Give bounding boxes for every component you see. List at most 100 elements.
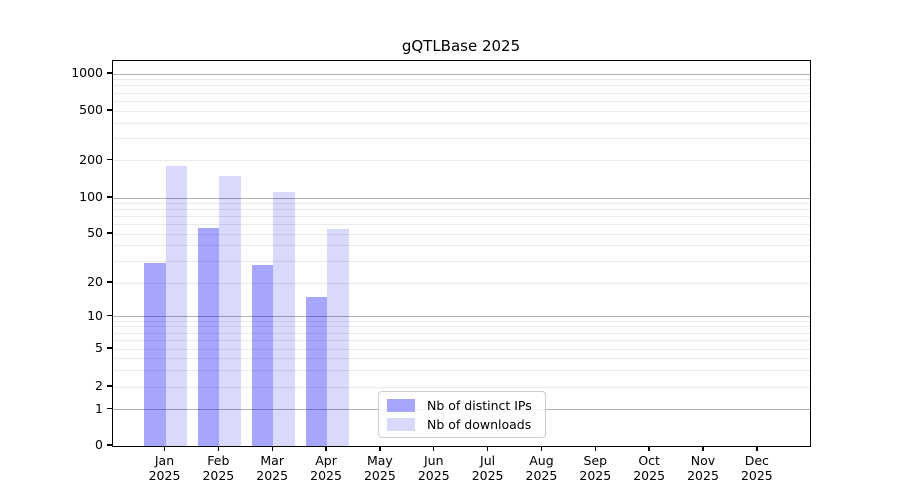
y-gridline-minor bbox=[113, 138, 810, 140]
bar-distinct-ips-mar bbox=[251, 265, 274, 446]
y-tick-label: 2 bbox=[95, 378, 103, 393]
y-tick-label: 5 bbox=[95, 340, 103, 355]
y-tick-label: 500 bbox=[79, 102, 103, 117]
y-tick bbox=[107, 385, 112, 387]
bar-downloads-apr bbox=[327, 229, 349, 446]
x-tick-year: 2025 bbox=[202, 468, 235, 483]
y-gridline-minor bbox=[113, 369, 810, 371]
x-tick-year: 2025 bbox=[148, 468, 181, 483]
x-tick bbox=[594, 446, 596, 452]
y-gridline-minor bbox=[113, 260, 810, 262]
x-tick bbox=[325, 446, 327, 452]
y-tick bbox=[107, 158, 112, 161]
legend-item-distinct-ips: Nb of distinct IPs bbox=[387, 397, 537, 413]
x-tick-month: Jun bbox=[423, 453, 444, 468]
y-gridline-major bbox=[113, 316, 810, 317]
y-gridline-minor bbox=[113, 92, 810, 94]
legend-item-downloads: Nb of downloads bbox=[387, 416, 537, 432]
x-tick-year: 2025 bbox=[687, 468, 719, 483]
x-tick-month: Feb bbox=[207, 453, 230, 468]
x-tick-label: May 2025 bbox=[350, 453, 410, 483]
x-tick bbox=[433, 446, 435, 452]
legend-swatch-downloads bbox=[387, 417, 415, 431]
y-tick-label: 1 bbox=[95, 400, 103, 416]
x-tick-label: Oct 2025 bbox=[619, 453, 679, 483]
x-tick-year: 2025 bbox=[363, 468, 396, 483]
x-tick-month: Dec bbox=[744, 453, 769, 468]
x-tick-label: Feb 2025 bbox=[188, 453, 248, 483]
y-tick-label: 0 bbox=[95, 437, 103, 452]
y-tick bbox=[107, 281, 112, 283]
y-gridline-minor bbox=[113, 386, 810, 388]
y-gridline-minor bbox=[113, 216, 810, 218]
x-tick-label: Apr 2025 bbox=[296, 453, 356, 483]
y-tick bbox=[107, 109, 112, 111]
y-tick-label: 1000 bbox=[71, 65, 103, 80]
x-tick bbox=[756, 446, 758, 452]
x-tick-month: Nov bbox=[690, 453, 716, 468]
x-tick bbox=[163, 446, 166, 452]
x-tick-month: May bbox=[366, 453, 393, 468]
y-gridline-minor bbox=[113, 320, 810, 322]
y-tick-label: 200 bbox=[79, 151, 103, 167]
y-tick bbox=[107, 407, 112, 410]
x-tick bbox=[702, 446, 704, 452]
y-gridline-minor bbox=[113, 202, 810, 204]
y-tick bbox=[107, 232, 112, 234]
y-gridline-minor bbox=[113, 110, 810, 112]
x-tick-year: 2025 bbox=[525, 468, 558, 483]
y-gridline-minor bbox=[113, 85, 810, 87]
bar-downloads-feb bbox=[219, 176, 241, 446]
y-gridline-minor bbox=[113, 332, 810, 334]
x-tick-month: Sep bbox=[583, 453, 608, 468]
x-tick-label: Dec 2025 bbox=[727, 453, 787, 483]
legend-swatch-distinct-ips bbox=[387, 398, 415, 412]
x-tick-label: Mar 2025 bbox=[242, 453, 302, 483]
x-tick-year: 2025 bbox=[579, 468, 612, 483]
y-gridline-minor bbox=[113, 209, 810, 211]
bar-distinct-ips-apr bbox=[305, 296, 328, 446]
x-tick-year: 2025 bbox=[256, 468, 289, 483]
chart-title: gQTLBase 2025 bbox=[401, 37, 521, 55]
x-tick-label: Jun 2025 bbox=[404, 453, 464, 483]
bar-distinct-ips-feb bbox=[197, 228, 220, 446]
bar-distinct-ips-jan bbox=[144, 263, 166, 446]
x-tick-year: 2025 bbox=[633, 468, 666, 483]
legend-label-distinct-ips: Nb of distinct IPs bbox=[427, 397, 532, 413]
x-tick-month: Aug bbox=[529, 453, 554, 468]
y-tick-label: 50 bbox=[87, 225, 103, 240]
x-tick-month: Oct bbox=[638, 453, 660, 468]
y-tick bbox=[107, 347, 112, 349]
x-tick-month: Mar bbox=[260, 453, 284, 468]
y-gridline-minor bbox=[113, 326, 810, 328]
x-tick-year: 2025 bbox=[310, 468, 342, 483]
x-tick-label: Jan 2025 bbox=[135, 453, 195, 483]
x-tick bbox=[379, 446, 381, 452]
x-tick-label: Aug 2025 bbox=[511, 453, 571, 483]
x-tick bbox=[217, 446, 220, 452]
x-tick-month: Jan bbox=[154, 453, 175, 468]
x-tick-month: Apr bbox=[315, 453, 337, 468]
x-tick-label: Nov 2025 bbox=[673, 453, 733, 483]
y-tick bbox=[107, 196, 112, 198]
y-tick-label: 10 bbox=[87, 307, 103, 323]
y-gridline-minor bbox=[113, 160, 810, 161]
x-tick-year: 2025 bbox=[471, 468, 504, 483]
legend: Nb of distinct IPs Nb of downloads bbox=[378, 391, 546, 438]
bar-downloads-jan bbox=[165, 165, 187, 446]
y-gridline-minor bbox=[113, 122, 810, 124]
x-tick-label: Jul 2025 bbox=[458, 453, 518, 483]
y-gridline-minor bbox=[113, 224, 810, 226]
x-tick-year: 2025 bbox=[417, 468, 450, 483]
y-tick-label: 20 bbox=[87, 274, 103, 289]
y-gridline-major bbox=[113, 197, 810, 199]
x-tick bbox=[648, 446, 650, 452]
y-tick bbox=[107, 314, 112, 317]
y-gridline-minor bbox=[113, 282, 810, 284]
y-gridline-minor bbox=[113, 233, 810, 235]
y-tick bbox=[107, 444, 112, 446]
x-tick-month: Jul bbox=[480, 453, 496, 468]
plot-area bbox=[112, 60, 811, 447]
legend-label-downloads: Nb of downloads bbox=[427, 416, 532, 432]
